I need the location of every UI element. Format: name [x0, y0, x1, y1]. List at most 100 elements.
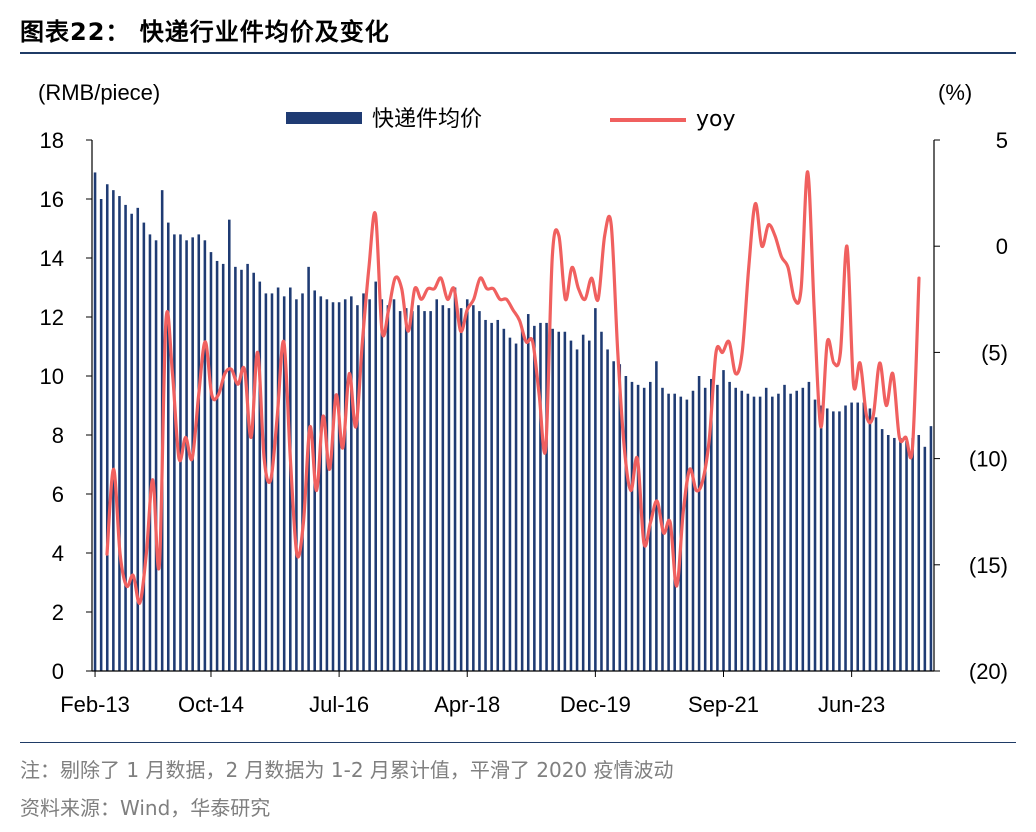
- left-tick-label: 12: [40, 305, 64, 330]
- right-tick-label: (20): [969, 659, 1008, 684]
- bar-4: [118, 196, 121, 672]
- bar-58: [447, 308, 451, 671]
- bar-19: [209, 252, 213, 671]
- x-tick-label: Feb-13: [60, 692, 130, 717]
- bar-66: [496, 319, 500, 671]
- right-axis-label: (%): [938, 80, 972, 105]
- bar-62: [472, 305, 475, 671]
- bar-112: [777, 393, 780, 671]
- bar-series: [93, 172, 933, 672]
- bar-107: [746, 393, 750, 671]
- bar-129: [880, 429, 884, 671]
- x-tick-label: Jun-23: [818, 692, 885, 717]
- bar-131: [893, 437, 896, 671]
- bar-80: [581, 334, 585, 671]
- bar-22: [228, 219, 231, 671]
- title-rule: [20, 52, 1016, 54]
- bar-7: [136, 207, 140, 671]
- bar-53: [417, 305, 420, 671]
- bar-27: [258, 281, 262, 671]
- legend-bar-label: 快递件均价: [372, 107, 482, 132]
- bar-113: [783, 384, 786, 671]
- left-tick-label: 6: [52, 482, 64, 507]
- bar-127: [868, 408, 872, 671]
- bar-106: [740, 390, 744, 671]
- x-tick-label: Dec-19: [560, 692, 631, 717]
- left-tick-label: 10: [40, 364, 64, 389]
- line-series: [105, 170, 921, 605]
- bar-87: [624, 376, 628, 671]
- bar-120: [825, 408, 829, 671]
- bar-56: [435, 299, 439, 671]
- bar-132: [899, 437, 902, 671]
- yoy-line: [105, 170, 921, 605]
- bar-133: [905, 440, 908, 671]
- bar-25: [246, 263, 249, 671]
- page-title: 图表22： 快递行业件均价及变化: [20, 18, 390, 46]
- bar-92: [655, 361, 658, 671]
- bar-117: [807, 381, 811, 671]
- bar-69: [514, 343, 518, 671]
- source-note: 资料来源：Wind，华泰研究: [20, 796, 271, 820]
- right-tick-label: 0: [996, 234, 1008, 259]
- bar-52: [411, 311, 414, 671]
- bar-95: [673, 393, 676, 671]
- bar-14: [179, 234, 182, 671]
- bar-118: [813, 399, 817, 671]
- bar-88: [630, 381, 634, 671]
- bar-3: [112, 190, 115, 671]
- bar-86: [618, 364, 622, 671]
- bar-63: [478, 311, 481, 671]
- bar-64: [484, 319, 487, 671]
- bar-102: [716, 384, 719, 671]
- bar-12: [166, 222, 170, 671]
- bar-29: [270, 293, 274, 671]
- bar-99: [697, 376, 701, 671]
- bar-123: [844, 405, 847, 671]
- bar-18: [203, 240, 207, 672]
- bar-121: [832, 411, 835, 671]
- bar-84: [606, 349, 609, 671]
- bar-76: [557, 331, 561, 671]
- bar-0: [93, 172, 97, 671]
- bar-85: [612, 361, 615, 671]
- left-tick-label: 14: [40, 246, 64, 271]
- left-tick-label: 4: [52, 541, 64, 566]
- bar-71: [526, 314, 530, 671]
- bar-41: [343, 299, 347, 671]
- bar-94: [667, 393, 670, 671]
- bar-124: [850, 402, 853, 671]
- bar-137: [929, 426, 933, 671]
- bar-105: [734, 387, 737, 671]
- bar-100: [703, 387, 707, 671]
- bar-49: [392, 299, 396, 671]
- axes: [86, 139, 940, 677]
- bar-15: [185, 240, 188, 672]
- x-tick-label: Sep-21: [688, 692, 759, 717]
- bar-33: [295, 299, 298, 671]
- bar-74: [545, 322, 548, 671]
- right-tick-label: 5: [996, 128, 1008, 153]
- bar-1: [99, 199, 103, 671]
- bar-75: [551, 328, 554, 671]
- bar-134: [911, 437, 914, 671]
- bar-60: [459, 308, 463, 671]
- bar-119: [819, 405, 823, 671]
- bar-79: [575, 349, 579, 671]
- left-tick-label: 8: [52, 423, 64, 448]
- bar-37: [319, 296, 323, 671]
- bar-10: [154, 240, 158, 672]
- bar-20: [215, 260, 219, 671]
- bar-55: [429, 311, 432, 671]
- bar-48: [386, 305, 390, 671]
- left-tick-label: 2: [52, 600, 64, 625]
- bar-97: [685, 399, 689, 671]
- bar-77: [563, 331, 567, 671]
- bar-130: [886, 435, 890, 671]
- bar-111: [771, 396, 774, 671]
- bar-101: [710, 378, 713, 671]
- bar-26: [252, 272, 255, 671]
- bar-5: [124, 204, 127, 671]
- bar-110: [764, 387, 768, 671]
- x-tick-label: Apr-18: [434, 692, 500, 717]
